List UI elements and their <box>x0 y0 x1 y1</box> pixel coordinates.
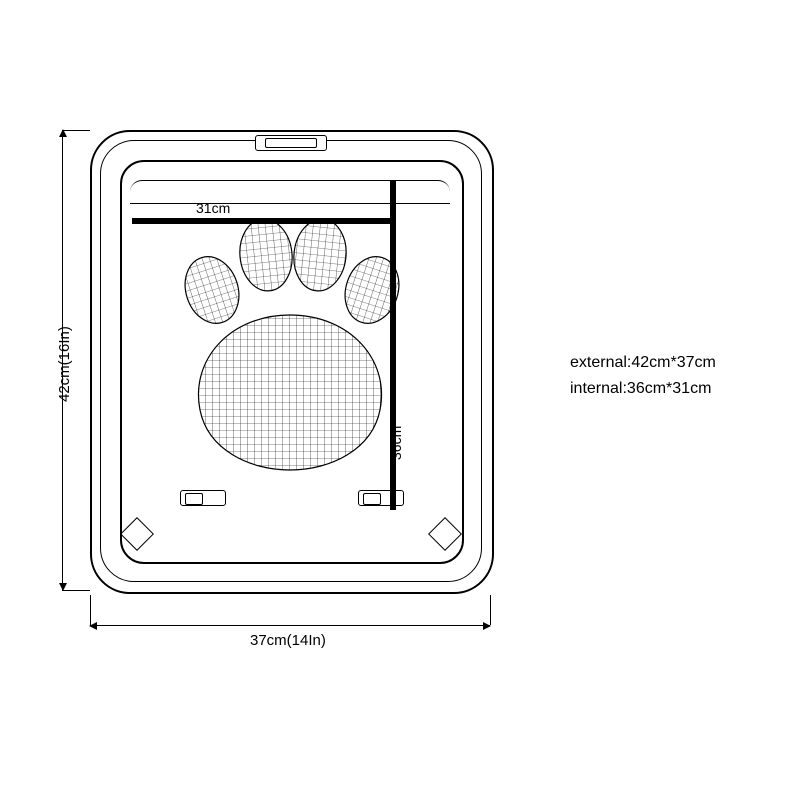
spec-list: external:42cm*37cm internal:36cm*31cm <box>570 350 716 401</box>
width-dimension-arrow <box>90 625 490 626</box>
lock-slider <box>358 490 404 506</box>
spec-internal: internal:36cm*31cm <box>570 376 716 402</box>
dim-guide <box>490 595 491 625</box>
dim-guide <box>90 595 91 625</box>
external-width-label: 37cm(14In) <box>250 632 326 649</box>
internal-width-label: 31cm <box>196 200 230 216</box>
lock-slider <box>180 490 226 506</box>
door-flap-top <box>130 180 450 204</box>
paw-print-icon <box>170 220 410 480</box>
diagram-container: 31cm 36cm 42cm(16In) 37cm(14In) external… <box>0 0 800 800</box>
spec-external: external:42cm*37cm <box>570 350 716 376</box>
top-latch-inner <box>265 138 317 148</box>
external-height-label: 42cm(16In) <box>56 326 73 402</box>
